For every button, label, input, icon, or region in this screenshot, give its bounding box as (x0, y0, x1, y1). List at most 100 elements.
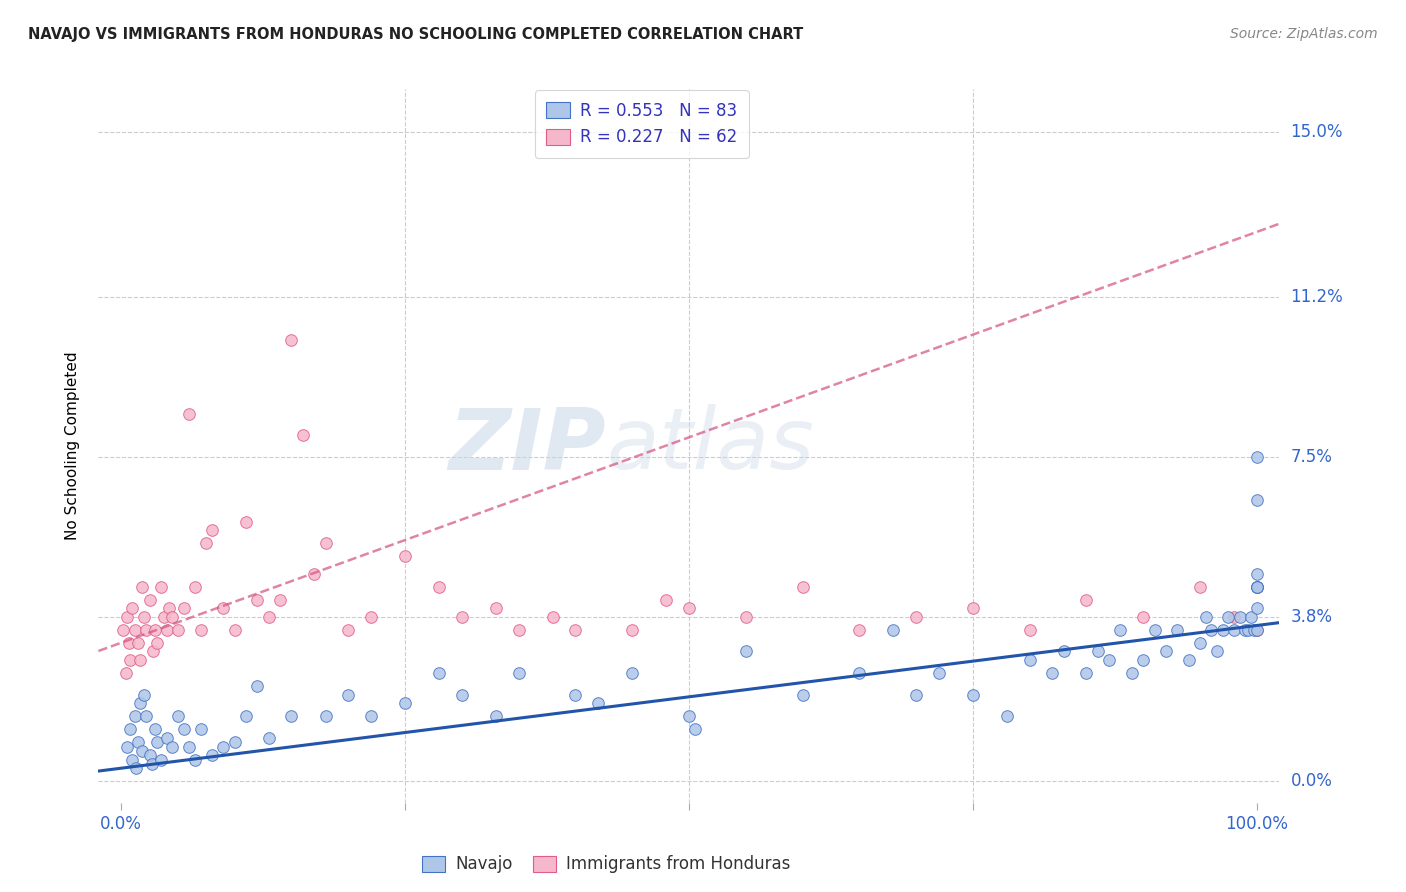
Point (143, 723, 166, 737)
Point (302, 566, 325, 581)
Point (167, 623, 190, 637)
Point (155, 623, 177, 637)
Point (928, 666, 950, 681)
Point (127, 735, 149, 749)
Text: 3.8%: 3.8% (1291, 607, 1333, 626)
Point (125, 761, 148, 775)
Point (1246, 493, 1268, 508)
Point (157, 601, 180, 615)
Point (485, 601, 508, 615)
Point (1188, 636, 1211, 650)
Point (792, 688, 814, 702)
Point (1229, 610, 1251, 624)
Point (427, 666, 450, 681)
Point (541, 610, 564, 624)
Point (201, 748, 224, 763)
Point (1236, 623, 1258, 637)
Point (143, 623, 166, 637)
Point (734, 644, 756, 658)
Point (337, 688, 360, 702)
Point (246, 679, 269, 693)
Point (1166, 623, 1188, 637)
Point (235, 515, 257, 529)
Point (153, 610, 176, 624)
Point (201, 524, 224, 538)
Point (257, 731, 280, 745)
Point (1132, 653, 1154, 667)
Point (1246, 580, 1268, 594)
Point (173, 723, 195, 737)
Point (450, 610, 472, 624)
Point (1223, 610, 1246, 624)
Point (149, 580, 172, 594)
Point (1076, 666, 1098, 681)
Point (508, 666, 530, 681)
Point (184, 753, 207, 767)
Point (1246, 623, 1268, 637)
Text: Source: ZipAtlas.com: Source: ZipAtlas.com (1230, 27, 1378, 41)
Point (142, 644, 165, 658)
Point (141, 756, 163, 771)
Text: NAVAJO VS IMMIGRANTS FROM HONDURAS NO SCHOOLING COMPLETED CORRELATION CHART: NAVAJO VS IMMIGRANTS FROM HONDURAS NO SC… (28, 27, 803, 42)
Point (394, 696, 416, 710)
Point (962, 688, 984, 702)
Point (1240, 610, 1263, 624)
Point (1246, 623, 1268, 637)
Point (1246, 580, 1268, 594)
Point (1053, 644, 1076, 658)
Point (121, 601, 143, 615)
Point (655, 592, 678, 607)
Point (337, 623, 360, 637)
Point (162, 610, 183, 624)
Point (683, 723, 706, 737)
Point (1194, 610, 1216, 624)
Point (235, 709, 257, 723)
Point (1121, 666, 1143, 681)
Point (1218, 610, 1240, 624)
Point (315, 536, 337, 550)
Point (734, 610, 756, 624)
Point (962, 601, 984, 615)
Point (131, 580, 153, 594)
Point (224, 735, 246, 749)
Point (621, 666, 644, 681)
Point (167, 709, 190, 723)
Point (360, 610, 382, 624)
Point (124, 709, 146, 723)
Point (179, 739, 201, 754)
Point (114, 666, 136, 681)
Point (848, 623, 870, 637)
Point (848, 666, 870, 681)
Point (427, 580, 450, 594)
Point (1246, 580, 1268, 594)
Point (132, 610, 155, 624)
Point (905, 688, 928, 702)
Point (115, 610, 138, 624)
Point (155, 731, 177, 745)
Point (1243, 623, 1265, 637)
Point (212, 601, 235, 615)
Text: 7.5%: 7.5% (1291, 448, 1333, 466)
Point (146, 636, 169, 650)
Point (621, 623, 644, 637)
Point (224, 623, 246, 637)
Point (129, 696, 152, 710)
Point (120, 653, 142, 667)
Point (792, 580, 814, 594)
Point (162, 739, 183, 754)
Point (149, 753, 172, 767)
Point (1177, 653, 1199, 667)
Y-axis label: No Schooling Completed: No Schooling Completed (65, 351, 80, 541)
Point (1246, 450, 1268, 464)
Point (127, 636, 149, 650)
Point (124, 623, 146, 637)
Point (1040, 666, 1063, 681)
Point (135, 709, 157, 723)
Point (1246, 601, 1268, 615)
Point (120, 723, 142, 737)
Point (190, 723, 212, 737)
Point (190, 623, 212, 637)
Point (882, 623, 904, 637)
Point (173, 601, 195, 615)
Text: ZIP: ZIP (449, 404, 606, 488)
